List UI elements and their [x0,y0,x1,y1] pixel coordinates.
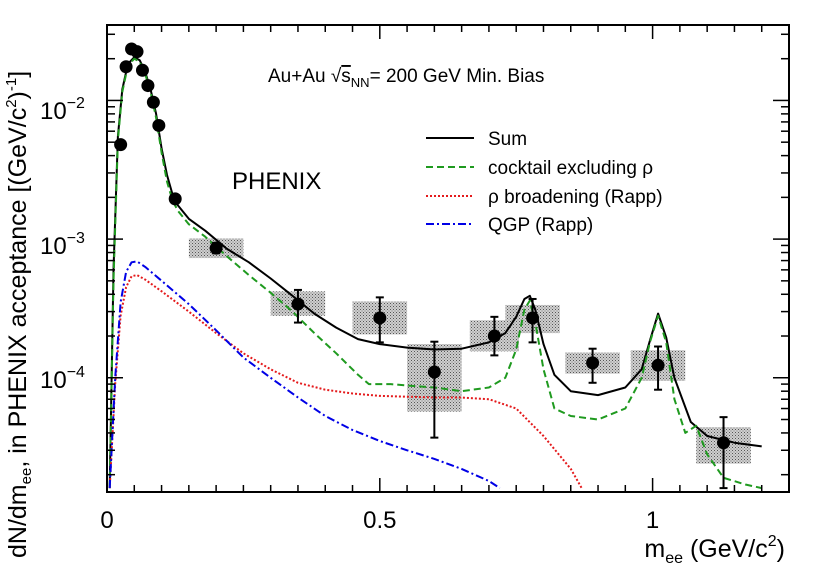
data-point [130,45,144,59]
y-axis-title: dN/dmee, in PHENIX acceptance [(GeV/c2)-… [3,71,35,558]
system-annotation: Au+Au √sNN= 200 GeV Min. Bias [268,66,544,90]
axis-ticks [106,25,790,492]
data-point [717,436,731,450]
experiment-label: PHENIX [232,168,321,195]
data-point [586,356,600,370]
model-curves [108,56,762,490]
legend-label-sum: Sum [488,129,527,150]
data-point [373,311,387,325]
data-point [146,95,160,109]
data-point [119,60,133,74]
data-point [114,138,128,152]
data-point [152,118,166,132]
y-tick-label-1e-2: 10−2 [40,95,85,125]
y-tick-label-1e-3: 10−3 [40,230,85,260]
data-point [651,358,665,372]
data-point [135,63,149,77]
x-tick-label-1: 0.5 [363,507,396,534]
y-tick-label-1e-4: 10−4 [40,364,85,394]
series-sum [108,56,762,489]
legend: Sum cocktail excluding ρ ρ broadening (R… [426,129,663,236]
x-axis-title: mee (GeV/c2) [644,533,785,565]
svg-text:Au+Au √sNN= 200 GeV Min. Bias: Au+Au √sNN= 200 GeV Min. Bias [268,66,544,90]
svg-text:10−2: 10−2 [40,95,85,125]
data-point [291,297,305,311]
series-qgp-rapp [108,260,501,489]
data-point [487,329,501,343]
legend-label-qgp: QGP (Rapp) [488,215,593,236]
data-point [168,192,182,206]
legend-label-cocktail: cocktail excluding ρ [488,158,653,179]
series--broadening-rapp [108,274,583,489]
data-point [427,365,441,379]
series-cocktail-excluding [108,57,762,490]
svg-text:10−4: 10−4 [40,364,85,394]
x-tick-label-2: 1 [646,507,659,534]
data-point [209,241,223,255]
x-tick-label-0: 0 [100,507,113,534]
error-bars [212,241,728,490]
legend-label-rho: ρ broadening (Rapp) [488,187,663,208]
data-markers [114,42,731,450]
data-point [526,311,540,325]
plot-frame [106,24,790,493]
svg-text:10−3: 10−3 [40,230,85,260]
systematic-boxes [188,238,751,464]
data-point [141,79,155,93]
